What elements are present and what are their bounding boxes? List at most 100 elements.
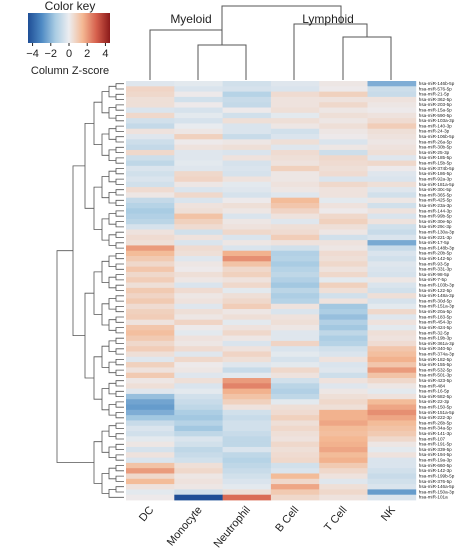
heatmap-cell xyxy=(270,452,320,458)
heatmap-cell xyxy=(319,213,368,220)
heatmap-cell xyxy=(270,271,320,278)
row-dendro-link xyxy=(93,271,102,315)
heatmap-cell xyxy=(174,335,223,342)
heatmap-cell xyxy=(367,393,417,400)
heatmap-cell xyxy=(222,330,272,336)
row-label: hsa-miR-339-5p xyxy=(419,447,452,452)
heatmap-cell xyxy=(319,420,368,427)
heatmap-cell xyxy=(367,218,417,225)
row-label: hsa-miR-103a-3p xyxy=(419,118,455,123)
row-dendro-link xyxy=(115,465,124,472)
heatmap-cell xyxy=(270,128,320,135)
row-dendro-link xyxy=(115,486,124,493)
heatmap-cell xyxy=(270,165,320,172)
heatmap-cell xyxy=(367,240,417,246)
heatmap-cell xyxy=(367,192,417,199)
row-label: hsa-miR-150a-3p xyxy=(419,489,455,494)
heatmap-cell xyxy=(174,319,223,326)
heatmap-cell xyxy=(174,165,223,172)
heatmap-cell xyxy=(222,425,272,432)
heatmap-cell xyxy=(222,112,272,119)
row-label: hsa-miR-30c-5p xyxy=(419,187,452,192)
row-dendro-link xyxy=(115,369,124,376)
heatmap-cell xyxy=(319,240,368,246)
row-label: hsa-miR-99b-5p xyxy=(419,214,452,219)
heatmap-cell xyxy=(319,229,368,236)
heatmap-cell xyxy=(270,303,320,310)
heatmap-cell xyxy=(222,181,272,188)
col-dendro-mono-neut-link xyxy=(197,44,247,80)
row-dendro-link xyxy=(115,168,124,175)
heatmap-cell xyxy=(367,86,417,92)
heatmap-cell xyxy=(222,431,272,437)
heatmap-cell xyxy=(270,245,320,252)
row-dendro-link xyxy=(101,176,109,199)
heatmap-cell xyxy=(319,165,368,172)
row-dendro-link xyxy=(108,467,116,480)
row-dendro-link xyxy=(115,157,124,164)
row-dendro-link xyxy=(101,260,109,283)
heatmap-cell xyxy=(319,107,368,114)
heatmap-cell xyxy=(174,330,223,336)
row-dendro-link xyxy=(101,303,109,326)
row-label: hsa-miR-130a-3p xyxy=(419,229,455,234)
row-dendro-link xyxy=(108,276,116,289)
heatmap-cell xyxy=(126,319,175,326)
heatmap-cell xyxy=(174,134,223,140)
heatmap-cell xyxy=(174,277,223,283)
heatmap-cell xyxy=(270,489,320,496)
heatmap-cell xyxy=(367,102,417,108)
heatmap-cell xyxy=(126,484,175,490)
heatmap-cell xyxy=(270,298,320,305)
heatmap-cell xyxy=(319,171,368,177)
heatmap-cell xyxy=(126,266,175,273)
heatmap-cell xyxy=(174,218,223,225)
heatmap-cell xyxy=(126,473,175,480)
heatmap-cell xyxy=(270,441,320,448)
heatmap-cell xyxy=(222,452,272,458)
heatmap-cell xyxy=(319,303,368,310)
row-label: hsa-miR-101a xyxy=(419,495,448,500)
heatmap-cell xyxy=(222,187,272,193)
row-dendro-link xyxy=(115,422,124,429)
row-label: hsa-miR-425-5p xyxy=(419,198,452,203)
heatmap-cell xyxy=(270,340,320,347)
heatmap-cell xyxy=(270,181,320,188)
row-dendro-link xyxy=(108,340,116,352)
heatmap-cell xyxy=(174,123,223,130)
column-label: NK xyxy=(379,504,398,524)
heatmap-cell xyxy=(319,489,368,496)
heatmap-cell xyxy=(367,245,417,252)
heatmap-cell xyxy=(270,187,320,193)
heatmap-cell xyxy=(174,468,223,474)
heatmap-cell xyxy=(174,452,223,458)
heatmap-cell xyxy=(319,202,368,209)
heatmap-cell xyxy=(222,240,272,246)
row-dendro-link xyxy=(115,83,124,90)
heatmap-cell xyxy=(222,234,272,241)
heatmap-cell xyxy=(126,256,175,262)
row-label: hsa-miR-185-5p xyxy=(419,155,452,160)
heatmap-cell xyxy=(174,372,223,379)
heatmap-cell xyxy=(222,96,272,103)
heatmap-cell xyxy=(367,208,417,214)
heatmap-cell xyxy=(222,314,272,321)
heatmap-cell xyxy=(319,81,368,87)
heatmap-cell xyxy=(174,298,223,305)
heatmap-cell xyxy=(319,351,368,358)
heatmap-cell xyxy=(319,372,368,379)
heatmap-cell xyxy=(174,340,223,347)
row-dendro-link xyxy=(115,316,124,323)
heatmap-cell xyxy=(222,367,272,374)
row-label: hsa-miR-140-3p xyxy=(419,123,452,128)
heatmap-cell xyxy=(270,134,320,140)
row-dendro-link xyxy=(115,178,124,185)
column-labels: DC Monocyte Neutrophil B Cell T Cell NK xyxy=(137,504,398,549)
heatmap-cell xyxy=(367,388,417,395)
heatmap-cell xyxy=(319,234,368,241)
heatmap-cell xyxy=(319,224,368,230)
heatmap-cell xyxy=(319,462,368,469)
heatmap-cell xyxy=(126,234,175,241)
heatmap-cell xyxy=(367,171,417,177)
heatmap-cell xyxy=(126,245,175,252)
